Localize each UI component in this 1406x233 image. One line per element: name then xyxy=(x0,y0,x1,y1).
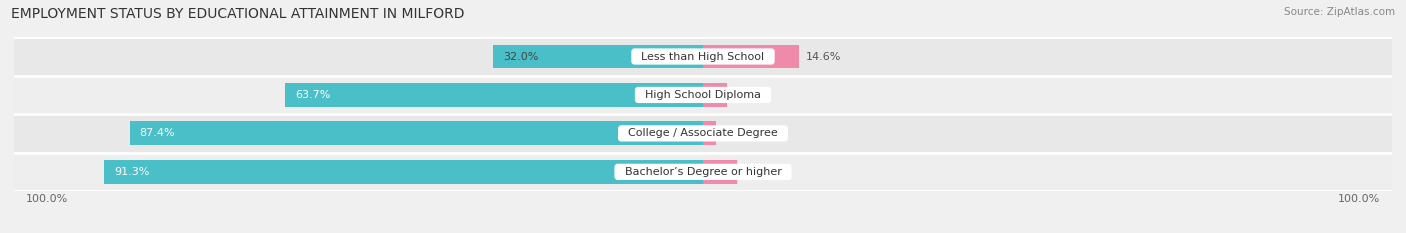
Text: 32.0%: 32.0% xyxy=(503,51,538,62)
Bar xyxy=(285,83,703,107)
Bar xyxy=(494,45,703,69)
Bar xyxy=(703,121,716,145)
Bar xyxy=(703,160,737,184)
Text: High School Diploma: High School Diploma xyxy=(638,90,768,100)
Bar xyxy=(14,114,1392,153)
Text: 3.7%: 3.7% xyxy=(734,90,762,100)
Bar xyxy=(14,37,1392,76)
Bar xyxy=(14,76,1392,114)
Bar xyxy=(14,153,1392,191)
Bar xyxy=(703,83,727,107)
Text: 5.2%: 5.2% xyxy=(744,167,772,177)
Text: 2.0%: 2.0% xyxy=(723,128,751,138)
Text: 87.4%: 87.4% xyxy=(139,128,174,138)
Bar xyxy=(703,45,799,69)
Text: Bachelor’s Degree or higher: Bachelor’s Degree or higher xyxy=(617,167,789,177)
Text: Less than High School: Less than High School xyxy=(634,51,772,62)
Bar xyxy=(129,121,703,145)
Text: College / Associate Degree: College / Associate Degree xyxy=(621,128,785,138)
Text: 14.6%: 14.6% xyxy=(806,51,841,62)
Text: 91.3%: 91.3% xyxy=(114,167,149,177)
Text: Source: ZipAtlas.com: Source: ZipAtlas.com xyxy=(1284,7,1395,17)
Text: EMPLOYMENT STATUS BY EDUCATIONAL ATTAINMENT IN MILFORD: EMPLOYMENT STATUS BY EDUCATIONAL ATTAINM… xyxy=(11,7,465,21)
Bar xyxy=(104,160,703,184)
Text: 63.7%: 63.7% xyxy=(295,90,330,100)
